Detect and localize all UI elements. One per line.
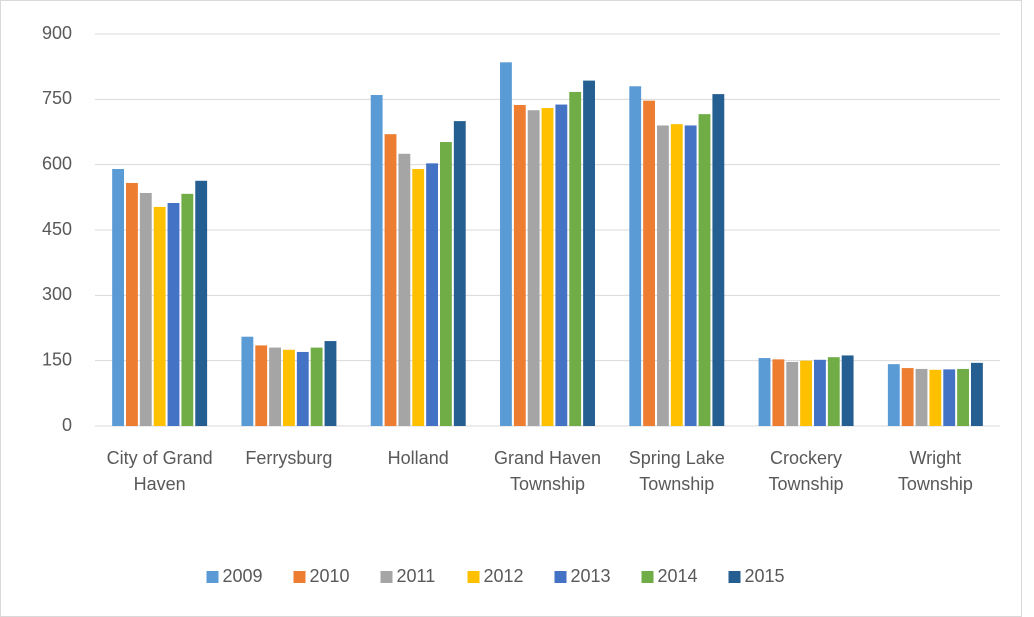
- bar: [500, 62, 512, 427]
- bar: [583, 80, 595, 427]
- legend-swatch: [641, 571, 654, 583]
- y-tick-label: 600: [42, 153, 72, 173]
- bar: [513, 104, 526, 427]
- bar: [310, 347, 323, 426]
- legend-label: 2009: [223, 566, 263, 586]
- bar: [569, 91, 582, 426]
- legend-label: 2014: [658, 566, 698, 586]
- bar: [786, 361, 799, 426]
- bar: [827, 357, 840, 426]
- bar: [758, 358, 771, 426]
- bar: [255, 345, 268, 426]
- bar: [453, 121, 466, 426]
- bar: [439, 142, 452, 427]
- legend-swatch: [554, 571, 567, 583]
- bar: [698, 114, 711, 427]
- bar: [970, 362, 983, 426]
- bar: [283, 349, 295, 426]
- y-tick-label: 300: [42, 284, 72, 304]
- bar: [112, 169, 125, 426]
- bar: [370, 94, 383, 426]
- bar: [813, 359, 826, 426]
- bar: [195, 180, 208, 426]
- legend-swatch: [728, 571, 741, 583]
- bar: [841, 355, 854, 426]
- legend-swatch: [380, 571, 393, 583]
- y-tick-label: 150: [42, 349, 72, 369]
- bar: [901, 368, 914, 426]
- legend-label: 2013: [571, 566, 611, 586]
- x-tick-label: Holland: [387, 448, 449, 468]
- bar: [887, 364, 900, 426]
- bar: [541, 108, 554, 427]
- x-tick-label: Crockery Township: [768, 448, 844, 494]
- bar: [167, 202, 180, 426]
- y-tick-label: 900: [42, 23, 72, 43]
- bar: [324, 341, 337, 426]
- y-tick-label: 750: [42, 88, 72, 108]
- bar: [712, 94, 725, 427]
- bar: [657, 125, 669, 426]
- bar: [684, 125, 697, 426]
- legend-swatch: [293, 571, 306, 583]
- bar: [426, 163, 438, 427]
- bar: [181, 193, 194, 426]
- bar: [629, 86, 642, 427]
- bar: [929, 369, 942, 426]
- x-tick-label: City of Grand Haven: [106, 448, 213, 494]
- x-tick-label: Wright Township: [897, 448, 973, 494]
- bar: [269, 347, 282, 426]
- bar: [241, 336, 254, 426]
- x-tick-label: Grand Haven Township: [493, 448, 602, 494]
- bar: [384, 134, 397, 426]
- x-tick-label: Spring Lake Township: [628, 448, 725, 494]
- y-tick-label: 450: [42, 219, 72, 239]
- bar: [398, 153, 411, 426]
- legend-label: 2011: [397, 566, 436, 586]
- legend-label: 2015: [745, 566, 785, 586]
- legend-swatch: [206, 571, 219, 583]
- legend-label: 2010: [310, 566, 350, 586]
- bar: [296, 351, 309, 426]
- bar: [943, 369, 956, 426]
- bar: [412, 169, 425, 426]
- bar: [957, 368, 969, 426]
- legend-label: 2012: [484, 566, 524, 586]
- x-tick-label: Ferrysburg: [245, 448, 333, 468]
- bar: [670, 124, 683, 426]
- bar: [555, 104, 568, 426]
- bar: [153, 206, 166, 426]
- bar: [126, 182, 138, 426]
- bar: [800, 360, 812, 426]
- bar: [772, 359, 785, 426]
- bar: [527, 110, 540, 426]
- y-tick-label: 0: [62, 415, 72, 435]
- bar: [643, 100, 656, 426]
- legend-swatch: [467, 571, 480, 583]
- bar: [139, 192, 152, 426]
- bar: [915, 368, 928, 426]
